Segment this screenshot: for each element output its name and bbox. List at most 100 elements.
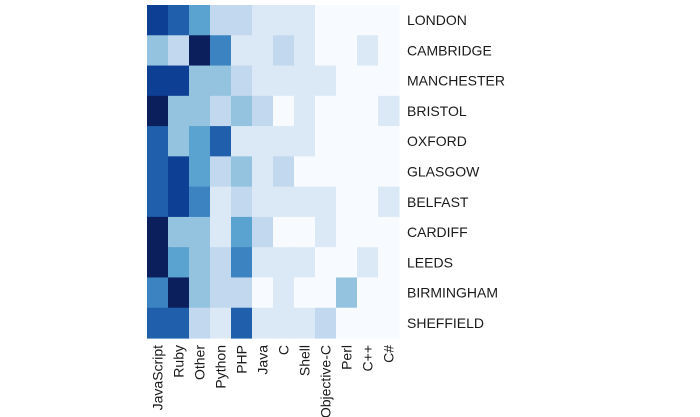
heatmap-cell [168, 186, 190, 218]
heatmap-cell [273, 65, 295, 97]
heatmap-cell [378, 95, 400, 127]
heatmap-cell [294, 156, 316, 188]
heatmap-cell [378, 216, 400, 248]
heatmap-cell [294, 277, 316, 309]
heatmap-cell [231, 247, 253, 279]
heatmap-cell [210, 126, 232, 157]
heatmap-cell [294, 95, 316, 127]
heatmap-cell [231, 277, 253, 309]
row-labels: LONDON CAMBRIDGE MANCHESTER BRISTOL OXFORD GL… [407, 12, 505, 331]
heatmap-cell [147, 186, 169, 218]
heatmap-cell [336, 186, 358, 218]
heatmap-cell [357, 65, 379, 97]
heatmap-cell [357, 247, 379, 279]
column-label: C++ [360, 345, 376, 371]
heatmap-cell [294, 247, 316, 279]
heatmap-cell [210, 65, 232, 97]
heatmap-cell [189, 156, 211, 188]
heatmap-cell [357, 307, 379, 339]
heatmap-cell [315, 95, 337, 127]
column-label: Python [213, 345, 229, 389]
heatmap-cell [168, 156, 190, 188]
heatmap-cell [252, 307, 274, 339]
heatmap-cell [168, 95, 190, 127]
heatmap-cell [315, 307, 337, 339]
heatmap-cell [357, 277, 379, 309]
heatmap-cell [378, 307, 400, 339]
heatmap-cell [315, 216, 337, 248]
heatmap-cell [252, 247, 274, 279]
heatmap-cell [378, 126, 400, 157]
heatmap-cell [168, 5, 190, 36]
heatmap-cell [336, 65, 358, 97]
heatmap-cell [294, 307, 316, 339]
heatmap-cell [147, 126, 169, 157]
heatmap-cell [147, 307, 169, 339]
column-label: JavaScript [150, 345, 166, 410]
heatmap-cell [168, 35, 190, 67]
row-label: SHEFFIELD [407, 315, 484, 331]
heatmap-cell [294, 216, 316, 248]
heatmap-cell [168, 65, 190, 97]
heatmap-cell [231, 307, 253, 339]
heatmap-cell [189, 216, 211, 248]
row-label: BIRMINGHAM [407, 285, 498, 301]
heatmap-cell [189, 186, 211, 218]
heatmap-cell [231, 216, 253, 248]
heatmap-cell [252, 277, 274, 309]
heatmap-cell [273, 156, 295, 188]
heatmap-cell [357, 156, 379, 188]
heatmap-cell [315, 5, 337, 36]
heatmap-cell [252, 126, 274, 157]
heatmap-cell [231, 5, 253, 36]
heatmap-cell [168, 247, 190, 279]
heatmap-cell [315, 186, 337, 218]
heatmap-cell [189, 247, 211, 279]
heatmap-cell [231, 156, 253, 188]
column-label: PHP [234, 345, 250, 374]
row-label: MANCHESTER [407, 73, 505, 89]
heatmap-cell [189, 307, 211, 339]
heatmap-cell [336, 216, 358, 248]
heatmap-cell [357, 216, 379, 248]
heatmap-cell [378, 247, 400, 279]
heatmap-cell [168, 307, 190, 339]
heatmap-cell [231, 95, 253, 127]
column-label: Java [255, 345, 271, 375]
row-label: GLASGOW [407, 164, 480, 180]
heatmap-cell [294, 186, 316, 218]
heatmap-cell [210, 216, 232, 248]
heatmap-cell [189, 126, 211, 157]
heatmap-cell [357, 95, 379, 127]
heatmap-cell [378, 35, 400, 67]
heatmap-cell [294, 65, 316, 97]
heatmap-cell [357, 126, 379, 157]
heatmap-cell [252, 35, 274, 67]
heatmap-cell [210, 156, 232, 188]
row-label: CAMBRIDGE [407, 42, 492, 58]
heatmap-cell [147, 35, 169, 67]
heatmap-cell [336, 95, 358, 127]
heatmap-cell [231, 35, 253, 67]
heatmap-cell [147, 277, 169, 309]
heatmap-cell [336, 277, 358, 309]
heatmap-cell [357, 35, 379, 67]
heatmap-cell [210, 247, 232, 279]
heatmap-cell [294, 126, 316, 157]
heatmap-cell [336, 35, 358, 67]
heatmap-cell [273, 5, 295, 36]
heatmap-cell [378, 65, 400, 97]
heatmap-cell [210, 35, 232, 67]
heatmap-cell [273, 216, 295, 248]
heatmap-cell [189, 35, 211, 67]
heatmap-cell [231, 65, 253, 97]
heatmap-cell [252, 186, 274, 218]
row-label: LEEDS [407, 254, 453, 270]
heatmap-cell [357, 186, 379, 218]
heatmap-cell [210, 186, 232, 218]
column-label: Ruby [171, 345, 187, 378]
heatmap-cell [252, 65, 274, 97]
row-label: LONDON [407, 12, 467, 28]
heatmap-cell [294, 5, 316, 36]
